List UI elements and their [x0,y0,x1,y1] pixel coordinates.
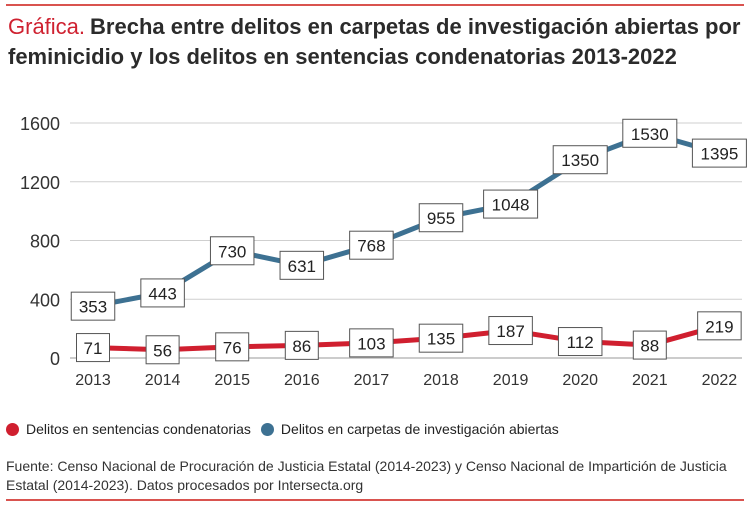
legend-dot-red [6,422,19,436]
data-label-box-1-6 [483,189,539,219]
x-tick-label-2020: 2020 [562,372,598,389]
data-label-box-0-3 [284,330,319,360]
data-label-box-1-5 [418,203,464,233]
data-label-box-1-4 [349,230,394,260]
x-tick-label-2016: 2016 [284,372,320,389]
data-label-box-0-4 [349,328,394,358]
legend: Delitos en sentencias condenatorias Deli… [6,418,569,440]
data-label-0-4: 103 [357,334,385,353]
bottom-rule [6,499,744,501]
series-line-1 [90,130,722,309]
legend-dot-blue [260,422,274,436]
data-label-box-1-2 [209,236,255,266]
data-label-box-0-5 [418,323,464,353]
data-label-box-1-3 [279,250,325,280]
source-note: Fuente: Censo Nacional de Procuración de… [6,458,727,493]
data-label-1-3: 631 [288,257,316,276]
legend-item-carpetas: Delitos en carpetas de investigación abi… [260,421,559,437]
legend-item-sentencias: Delitos en sentencias condenatorias [6,421,251,437]
chart-title: Gráfica. Brecha entre delitos en carpetas… [8,12,743,72]
y-tick-label-800: 800 [30,232,60,252]
data-label-0-1: 56 [153,341,172,360]
title-years: 2013-2022 [571,44,677,69]
data-label-0-3: 86 [292,337,311,356]
data-label-1-5: 955 [427,209,455,228]
y-tick-label-400: 400 [30,290,60,310]
data-label-box-1-0 [70,291,116,321]
title-text: Brecha entre delitos en carpetas de inve… [8,14,741,69]
data-label-0-8: 88 [640,337,659,356]
legend-label-sentencias: Delitos en sentencias condenatorias [26,421,251,437]
data-label-box-0-7 [557,327,603,357]
data-label-0-5: 135 [427,330,455,349]
data-label-1-7: 1350 [561,151,599,170]
data-label-box-0-6 [488,316,533,346]
x-tick-label-2021: 2021 [632,372,668,389]
x-tick-label-2015: 2015 [214,372,250,389]
data-label-1-4: 768 [357,237,385,256]
data-label-1-9: 1395 [700,145,738,164]
data-label-0-7: 112 [567,333,594,352]
data-label-box-1-7 [552,145,608,175]
data-label-0-6: 187 [496,322,524,341]
data-label-1-0: 353 [79,298,107,317]
data-label-0-9: 219 [705,317,733,336]
data-label-box-1-1 [140,278,185,308]
x-tick-label-2017: 2017 [354,372,390,389]
data-label-box-1-9 [691,138,747,168]
y-tick-label-0: 0 [50,349,60,369]
data-label-0-0: 71 [84,339,103,358]
data-label-1-6: 1048 [492,196,530,215]
data-label-box-1-8 [622,118,678,148]
data-label-box-0-2 [215,332,250,362]
title-lead: Gráfica. [8,14,86,39]
data-label-box-0-0 [76,333,110,363]
x-tick-label-2018: 2018 [423,372,459,389]
x-tick-label-2014: 2014 [145,372,181,389]
data-label-1-1: 443 [148,284,176,303]
x-tick-label-2013: 2013 [75,372,111,389]
line-chart: 0 400 800 1200 1600 2013 2014 2015 2016 2017 2018 2… [20,114,747,389]
data-label-box-0-9 [697,311,742,341]
y-tick-label-1200: 1200 [20,173,60,193]
data-label-box-0-1 [145,335,180,365]
legend-label-carpetas: Delitos en carpetas de investigación abi… [280,421,559,437]
data-label-0-2: 76 [223,338,242,357]
series-line-0 [90,323,722,353]
data-label-1-2: 730 [218,242,246,261]
top-rule [6,4,744,6]
x-tick-label-2022: 2022 [702,372,738,389]
data-label-1-8: 1530 [631,125,669,144]
y-tick-label-1600: 1600 [20,114,60,134]
x-tick-label-2019: 2019 [493,372,529,389]
data-label-box-0-8 [632,330,667,360]
